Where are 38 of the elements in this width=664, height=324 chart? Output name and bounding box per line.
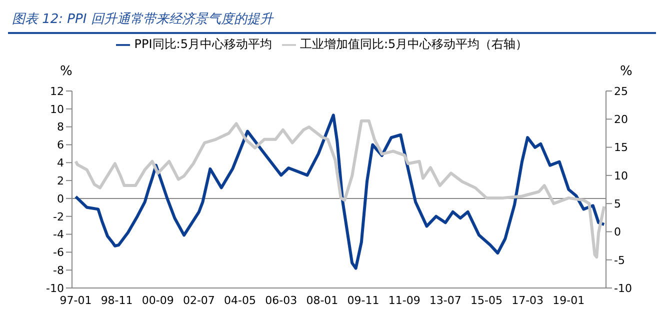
y-tick-label: -2	[53, 210, 64, 224]
y-tick-label: 12	[50, 84, 64, 98]
y-tick-label: 0	[57, 192, 64, 206]
y2-tick-label: 15	[614, 141, 628, 154]
y-tick-label: 4	[57, 156, 64, 170]
x-tick-label: 00-09	[142, 294, 174, 307]
y-tick-label: 6	[57, 138, 64, 152]
x-tick-label: 17-03	[512, 294, 544, 307]
y2-axis-title: %	[620, 64, 632, 79]
y2-tick-label: 5	[614, 197, 621, 210]
y2-tick-label: 20	[614, 113, 628, 126]
y2-tick-label: 10	[614, 169, 628, 182]
legend-label: 工业增加值同比:5月中心移动平均（右轴）	[300, 37, 528, 51]
y-tick-label: 2	[57, 174, 64, 188]
y2-tick-label: 25	[614, 84, 628, 98]
y-tick-label: 10	[50, 102, 64, 116]
y-tick-label: 8	[57, 120, 64, 134]
x-tick-label: 19-01	[552, 294, 585, 307]
y-tick-label: -4	[53, 228, 64, 242]
chart-title: 图表 12: PPI 回升通常带来经济景气度的提升	[8, 8, 656, 34]
x-tick-label: 06-03	[265, 294, 298, 307]
x-tick-label: 15-05	[470, 294, 502, 307]
x-tick-label: 98-11	[100, 294, 133, 307]
y-tick-label: -6	[53, 246, 64, 260]
legend-label: PPI同比:5月中心移动平均	[134, 37, 272, 51]
x-tick-label: 09-11	[347, 294, 380, 307]
x-tick-label: 02-07	[182, 294, 215, 307]
y2-tick-label: -5	[614, 254, 625, 267]
x-tick-label: 13-07	[429, 294, 462, 307]
y2-tick-label: 0	[614, 226, 621, 239]
x-tick-label: 04-05	[224, 294, 256, 307]
y-tick-label: -10	[46, 282, 64, 295]
x-tick-label: 97-01	[60, 294, 92, 307]
x-tick-label: 11-09	[388, 294, 420, 307]
y-axis-title: %	[60, 64, 72, 79]
x-tick-label: 08-01	[306, 294, 338, 307]
y2-tick-label: -10	[614, 282, 632, 295]
y-tick-label: -8	[53, 264, 64, 277]
